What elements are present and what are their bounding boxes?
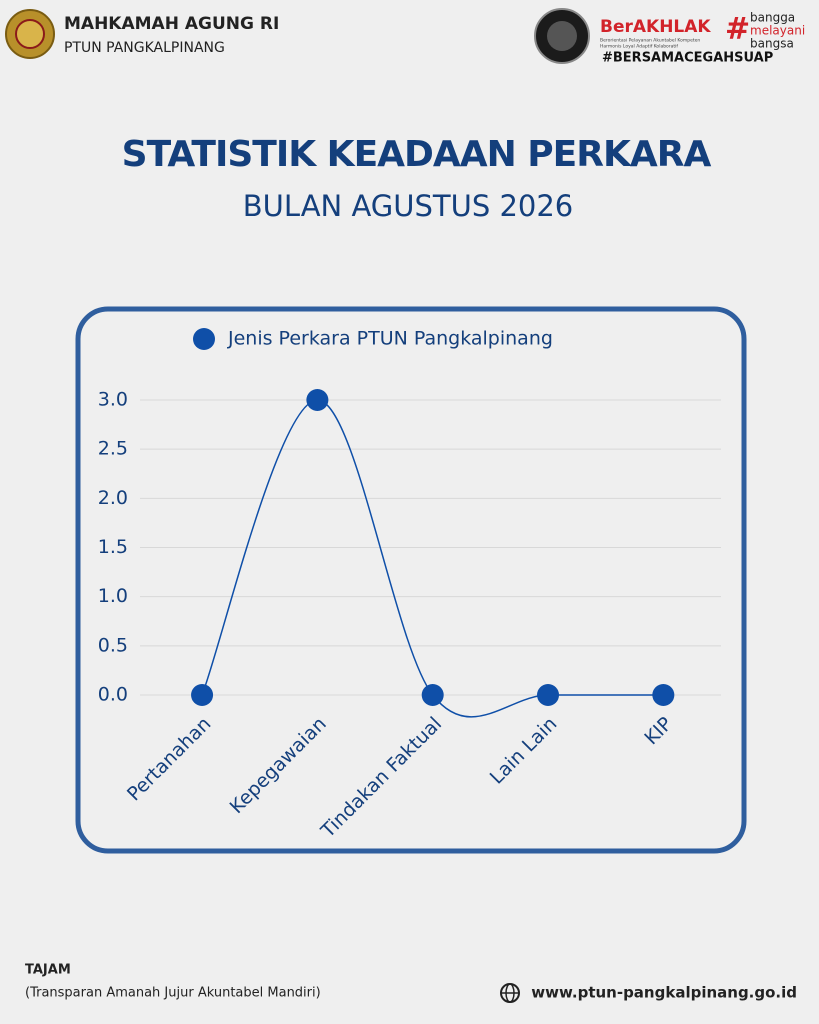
berakhlak-logo: BerAKHLAK <box>600 17 711 37</box>
legend-label: Jenis Perkara PTUN Pangkalpinang <box>227 328 553 350</box>
data-point <box>191 684 214 706</box>
y-tick-label: 1.5 <box>98 536 128 558</box>
y-tick-label: 2.0 <box>98 487 128 509</box>
berakhlak-sub: Harmonis Loyal Adaptif Kolaboratif <box>600 44 678 50</box>
data-point <box>421 684 444 706</box>
berakhlak-sub: Berorientasi Pelayanan Akuntabel Kompete… <box>600 38 700 44</box>
integrity-badge-inner <box>547 21 577 51</box>
data-point <box>652 684 675 706</box>
chart-frame <box>75 306 747 854</box>
bangga-text: bangsa <box>750 37 794 51</box>
bangga-text: bangga <box>750 11 795 25</box>
data-point <box>537 684 560 706</box>
data-point <box>306 389 329 411</box>
unit-name: PTUN PANGKALPINANG <box>64 40 225 56</box>
chart-title: STATISTIK KEADAAN PERKARA <box>122 134 712 175</box>
legend-marker <box>193 328 215 350</box>
y-tick-label: 1.0 <box>98 585 128 607</box>
y-tick-label: 3.0 <box>98 389 128 411</box>
hash-icon: # <box>725 12 750 47</box>
emblem-inner <box>15 19 45 49</box>
website: www.ptun-pangkalpinang.go.id <box>531 984 797 1002</box>
bangga-text: melayani <box>750 24 805 38</box>
y-tick-label: 0.0 <box>98 684 128 706</box>
hashtag: #BERSAMACEGAHSUAP <box>602 51 773 66</box>
chart-subtitle: BULAN AGUSTUS 2026 <box>243 189 574 223</box>
y-tick-label: 0.5 <box>98 634 128 656</box>
motto-full: (Transparan Amanah Jujur Akuntabel Mandi… <box>25 986 321 1001</box>
motto: TAJAM <box>25 963 71 978</box>
y-tick-label: 2.5 <box>98 438 128 460</box>
org-name: MAHKAMAH AGUNG RI <box>64 14 279 34</box>
